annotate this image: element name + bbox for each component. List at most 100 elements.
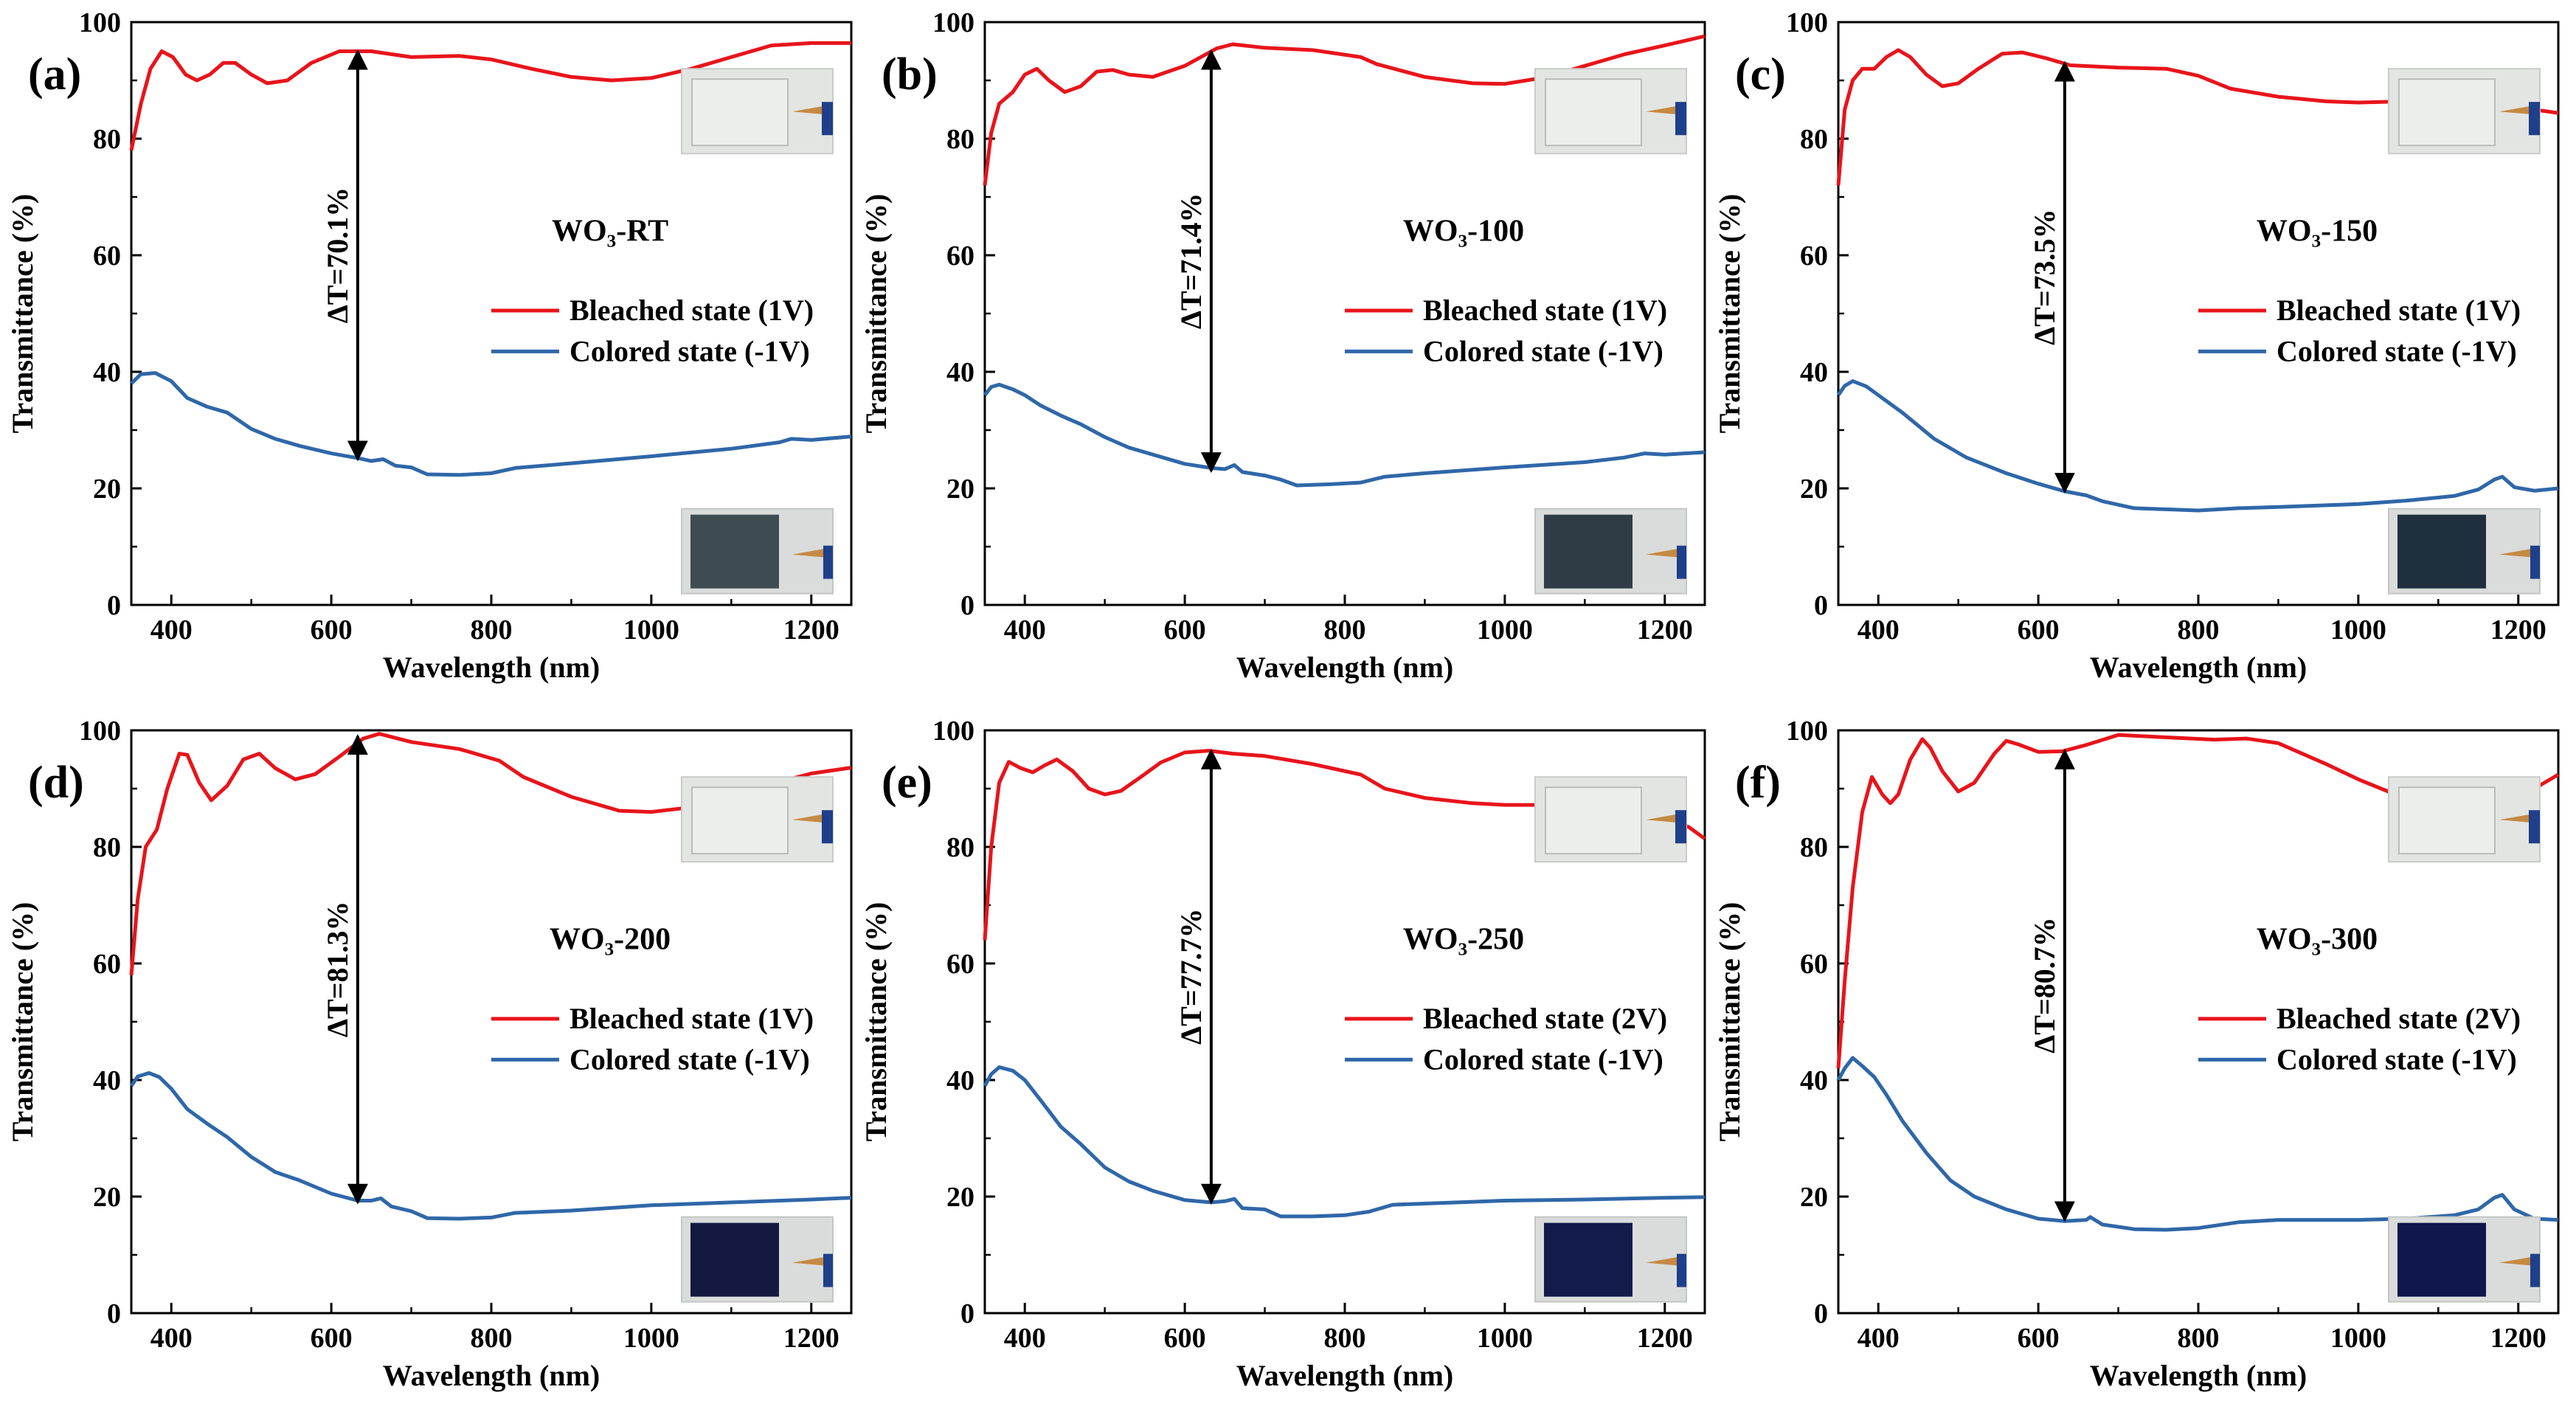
panel-label: (e) <box>882 758 932 808</box>
x-tick-label: 800 <box>2178 615 2220 645</box>
y-tick-label: 0 <box>960 1298 974 1329</box>
y-tick-label: 80 <box>1800 832 1828 863</box>
chart-panel-e: 0 20 40 60 80 100 400 600 800 1000 1200 Wavelength … <box>859 716 1706 1392</box>
delta-t-label: ΔT=81.3% <box>321 901 354 1038</box>
legend-entry: Colored state (-1V) <box>569 1042 810 1076</box>
chart-panel-f: 0 20 40 60 80 100 400 600 800 1000 1200 Wavelength … <box>1713 716 2560 1392</box>
delta-t-label: ΔT=70.1% <box>321 187 354 324</box>
y-tick-label: 40 <box>1800 1065 1828 1096</box>
y-tick-label: 100 <box>1786 716 1828 747</box>
panel-label: (a) <box>28 49 81 100</box>
x-tick-label: 600 <box>311 1323 353 1354</box>
y-tick-label: 60 <box>946 240 974 271</box>
x-axis-label: Wavelength (nm) <box>383 1359 600 1392</box>
x-axis-label: Wavelength (nm) <box>2090 1359 2307 1392</box>
legend-entry: Colored state (-1V) <box>1423 1042 1663 1076</box>
y-tick-label: 100 <box>1786 7 1828 38</box>
delta-t-label: ΔT=71.4% <box>1174 193 1208 330</box>
x-axis-label: Wavelength (nm) <box>2090 651 2307 684</box>
sample-name: WO₃-250 <box>1403 922 1524 956</box>
y-tick-label: 80 <box>946 832 974 863</box>
chart-panel-c: 0 20 40 60 80 100 400 600 800 1000 1200 Wavelength … <box>1713 7 2560 684</box>
legend-entry: Bleached state (1V) <box>569 294 814 327</box>
colored-state-line <box>983 1065 1706 1219</box>
y-tick-label: 0 <box>1814 590 1828 621</box>
x-tick-label: 600 <box>1164 1323 1206 1354</box>
x-axis-label: Wavelength (nm) <box>1236 651 1453 684</box>
y-tick-label: 40 <box>93 1065 121 1096</box>
legend-entry: Bleached state (1V) <box>569 1002 814 1035</box>
panel-label: (b) <box>882 49 938 100</box>
x-tick-label: 400 <box>1004 1323 1046 1354</box>
x-tick-label: 1000 <box>1477 1323 1533 1354</box>
legend-entry: Bleached state (2V) <box>2276 1002 2521 1035</box>
bleached-film-photo <box>2388 68 2541 155</box>
y-tick-label: 0 <box>1814 1298 1828 1329</box>
x-axis-label: Wavelength (nm) <box>383 651 600 684</box>
legend-entry: Colored state (-1V) <box>2276 1042 2517 1076</box>
sample-name: WO₃-100 <box>1403 214 1524 248</box>
colored-film-photo <box>681 1216 834 1303</box>
y-axis-label: Transmittance (%) <box>859 194 893 434</box>
y-tick-label: 20 <box>93 474 121 505</box>
x-tick-label: 600 <box>311 615 353 645</box>
y-tick-label: 0 <box>107 1298 121 1329</box>
x-tick-label: 1000 <box>623 1323 679 1354</box>
delta-t-label: ΔT=73.5% <box>2028 209 2061 345</box>
bleached-film-photo <box>681 68 834 155</box>
colored-state-line <box>130 371 852 477</box>
panel-label: (c) <box>1735 49 1786 100</box>
bleached-film-photo <box>681 776 834 863</box>
legend-entry: Bleached state (1V) <box>1423 294 1667 327</box>
y-axis-label: Transmittance (%) <box>1713 902 1746 1142</box>
y-tick-label: 40 <box>93 357 121 388</box>
y-tick-label: 100 <box>932 716 974 747</box>
bleached-state-line <box>983 34 1706 186</box>
legend-entry: Colored state (-1V) <box>569 334 810 367</box>
colored-state-line <box>1836 1056 2559 1232</box>
y-tick-label: 40 <box>946 357 974 388</box>
y-tick-label: 80 <box>946 124 974 155</box>
y-tick-label: 0 <box>960 590 974 621</box>
y-tick-label: 20 <box>946 1182 974 1213</box>
y-axis-label: Transmittance (%) <box>6 194 39 434</box>
x-tick-label: 1000 <box>623 615 679 645</box>
x-tick-label: 600 <box>1164 615 1206 645</box>
x-tick-label: 1200 <box>2490 615 2546 645</box>
x-tick-label: 800 <box>1324 1323 1366 1354</box>
delta-t-label: ΔT=80.7% <box>2028 917 2061 1053</box>
colored-film-photo <box>2388 508 2541 595</box>
x-axis-label: Wavelength (nm) <box>1236 1359 1453 1392</box>
colored-state-line <box>983 382 1706 488</box>
x-tick-label: 1000 <box>2330 1323 2386 1354</box>
panel-label: (d) <box>28 758 84 808</box>
y-tick-label: 20 <box>946 474 974 505</box>
y-tick-label: 40 <box>946 1065 974 1096</box>
y-tick-label: 100 <box>932 7 974 38</box>
legend-entry: Colored state (-1V) <box>2276 334 2517 367</box>
colored-film-photo <box>1534 1216 1687 1303</box>
sample-name: WO₃-200 <box>550 922 671 956</box>
x-tick-label: 600 <box>2018 1323 2060 1354</box>
colored-state-line <box>1836 379 2559 513</box>
x-tick-label: 1000 <box>2330 615 2386 645</box>
y-tick-label: 80 <box>93 124 121 155</box>
chart-panel-a: 0 20 40 60 80 100 400 600 800 1000 1200 Wavelength … <box>6 7 853 684</box>
panel-label: (f) <box>1735 758 1781 808</box>
bleached-state-line <box>129 41 851 151</box>
y-tick-label: 20 <box>93 1182 121 1213</box>
legend-entry: Colored state (-1V) <box>1423 334 1663 367</box>
y-tick-label: 0 <box>107 590 121 621</box>
y-tick-label: 100 <box>79 716 121 747</box>
y-axis-label: Transmittance (%) <box>1713 194 1746 434</box>
colored-film-photo <box>681 508 834 595</box>
x-tick-label: 800 <box>471 1323 513 1354</box>
bleached-film-photo <box>1534 68 1687 155</box>
chart-panel-d: 0 20 40 60 80 100 400 600 800 1000 1200 Wavelength … <box>6 716 853 1392</box>
y-tick-label: 20 <box>1800 1182 1828 1213</box>
y-tick-label: 60 <box>93 240 121 271</box>
x-tick-label: 800 <box>1324 615 1366 645</box>
y-tick-label: 60 <box>93 949 121 980</box>
delta-t-label: ΔT=77.7% <box>1174 908 1208 1045</box>
